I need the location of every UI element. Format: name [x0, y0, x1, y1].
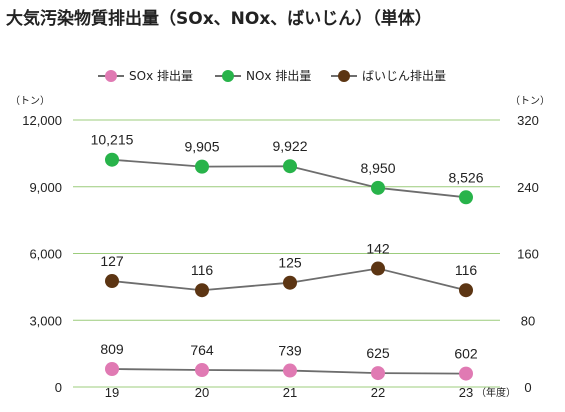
- data-point: [195, 363, 209, 378]
- left-tick-label: 12,000: [22, 113, 62, 128]
- data-point: [105, 361, 119, 376]
- data-label: 142: [366, 241, 390, 257]
- data-point: [459, 283, 473, 298]
- gridlines: [73, 119, 500, 388]
- data-label: 809: [100, 341, 124, 357]
- data-label: 602: [454, 346, 478, 362]
- data-label: 10,215: [91, 132, 134, 148]
- x-axis-ticks: 19 20 21 22 23 （年度）: [105, 385, 516, 400]
- data-label: 9,922: [272, 138, 307, 154]
- data-point: [195, 283, 209, 298]
- legend-label: NOx 排出量: [246, 69, 311, 83]
- legend-marker: [338, 70, 350, 82]
- right-axis-ticks: 0 80 160 240 320: [517, 113, 539, 395]
- data-point: [283, 275, 297, 290]
- data-label: 625: [366, 345, 390, 361]
- legend-marker: [222, 70, 234, 82]
- legend-marker: [105, 70, 117, 82]
- data-label: 9,905: [184, 139, 219, 155]
- left-axis-unit: （トン）: [10, 95, 50, 107]
- data-point: [371, 261, 385, 276]
- data-point: [105, 274, 119, 289]
- data-label: 127: [100, 253, 124, 269]
- data-point: [283, 159, 297, 174]
- data-label: 8,526: [448, 169, 483, 185]
- x-tick-label: 22: [371, 385, 385, 400]
- x-tick-label: 23: [459, 385, 473, 400]
- data-point: [283, 363, 297, 378]
- data-label: 116: [455, 262, 478, 278]
- legend-label: SOx 排出量: [129, 69, 193, 83]
- data-point: [195, 159, 209, 174]
- data-label: 739: [278, 343, 302, 359]
- data-label: 764: [190, 342, 214, 358]
- data-label: 8,950: [360, 160, 395, 176]
- right-tick-label: 0: [524, 380, 531, 395]
- x-axis-unit: （年度）: [476, 386, 516, 399]
- x-tick-label: 19: [105, 385, 119, 400]
- series-group: 809 764 739 625 602 10,215 9,905 9,922 8,950 8,52…: [91, 132, 484, 381]
- x-tick-label: 21: [283, 385, 297, 400]
- legend-label: ばいじん排出量: [362, 69, 446, 83]
- right-tick-label: 160: [517, 247, 539, 262]
- right-axis-unit: （トン）: [510, 95, 550, 107]
- right-tick-label: 320: [517, 113, 539, 128]
- right-tick-label: 240: [517, 180, 539, 195]
- data-point: [371, 366, 385, 381]
- left-tick-label: 0: [55, 380, 62, 395]
- left-tick-label: 3,000: [29, 313, 62, 328]
- data-label: 125: [278, 255, 302, 271]
- data-point: [459, 366, 473, 381]
- data-point: [371, 180, 385, 195]
- left-axis-ticks: 0 3,000 6,000 9,000 12,000: [22, 113, 62, 395]
- right-tick-label: 80: [521, 313, 535, 328]
- legend: SOx 排出量 NOx 排出量 ばいじん排出量: [98, 69, 446, 83]
- data-label: 116: [191, 262, 214, 278]
- data-point: [105, 152, 119, 167]
- chart-title: 大気汚染物質排出量（SOx、NOx、ばいじん）（単体）: [6, 8, 432, 29]
- left-tick-label: 6,000: [29, 247, 62, 262]
- x-tick-label: 20: [195, 385, 209, 400]
- data-point: [459, 190, 473, 205]
- left-tick-label: 9,000: [29, 180, 62, 195]
